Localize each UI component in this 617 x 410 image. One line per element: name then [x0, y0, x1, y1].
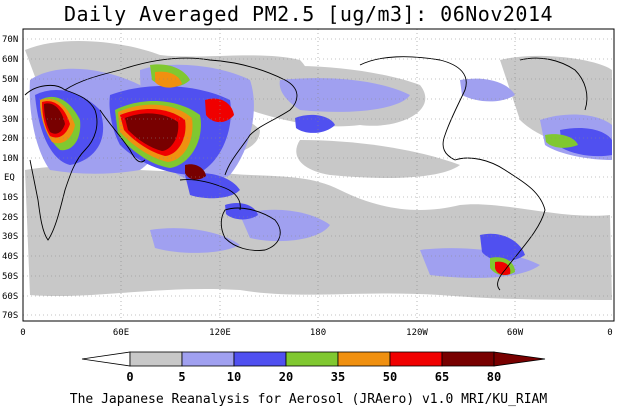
lat-label: 70S: [2, 311, 18, 321]
colorbar-bin: [337, 351, 391, 367]
lon-label: 120W: [406, 328, 428, 338]
concentration-field: [23, 29, 614, 321]
map-frame: [22, 28, 615, 322]
colorbar: 0 5 10 20 35 50 65 80: [81, 351, 546, 384]
lat-label: 10S: [2, 193, 18, 203]
level-80-plus: [44, 103, 206, 180]
lat-label: 10N: [2, 154, 18, 164]
lat-label: 30S: [2, 232, 18, 242]
lat-label: 40S: [2, 252, 18, 262]
coastlines: [24, 56, 588, 291]
lat-label: 60S: [2, 292, 18, 302]
lon-label: 0: [607, 328, 612, 338]
lon-label: 60E: [113, 328, 129, 338]
lat-label: 20N: [2, 134, 18, 144]
colorbar-tick: 35: [331, 370, 345, 384]
colorbar-bin: [285, 351, 339, 367]
colorbar-bin: [181, 351, 235, 367]
colorbar-tick: 80: [487, 370, 501, 384]
lon-label: 180: [310, 328, 326, 338]
colorbar-high-arrow: [493, 351, 546, 367]
lat-label: 50N: [2, 75, 18, 85]
lat-label: 30N: [2, 115, 18, 125]
colorbar-bin: [129, 351, 183, 367]
map-title: Daily Averaged PM2.5 [ug/m3]: 06Nov2014: [63, 2, 554, 26]
colorbar-bin: [441, 351, 495, 367]
colorbar-tick: 65: [435, 370, 449, 384]
lat-label: EQ: [4, 173, 15, 183]
lat-label: 50S: [2, 272, 18, 282]
lon-label: 120E: [209, 328, 231, 338]
lon-label: 60W: [507, 328, 524, 338]
colorbar-bin: [389, 351, 443, 367]
colorbar-tick: 10: [227, 370, 241, 384]
colorbar-low-arrow: [81, 351, 131, 367]
colorbar-tick: 20: [279, 370, 293, 384]
latitude-labels: 70N 60N 50N 40N 30N 20N 10N EQ 10S 20S 3…: [2, 35, 18, 321]
credit-text: The Japanese Reanalysis for Aerosol (JRA…: [69, 392, 548, 407]
colorbar-tick: 0: [126, 370, 133, 384]
colorbar-tick: 50: [383, 370, 397, 384]
lat-label: 40N: [2, 95, 18, 105]
lat-label: 70N: [2, 35, 18, 45]
colorbar-tick: 5: [178, 370, 185, 384]
longitude-labels: 0 60E 120E 180 120W 60W 0: [20, 328, 612, 338]
lat-label: 60N: [2, 55, 18, 65]
colorbar-bin: [233, 351, 287, 367]
lat-label: 20S: [2, 213, 18, 223]
lon-label: 0: [20, 328, 25, 338]
graticule: [23, 29, 614, 321]
